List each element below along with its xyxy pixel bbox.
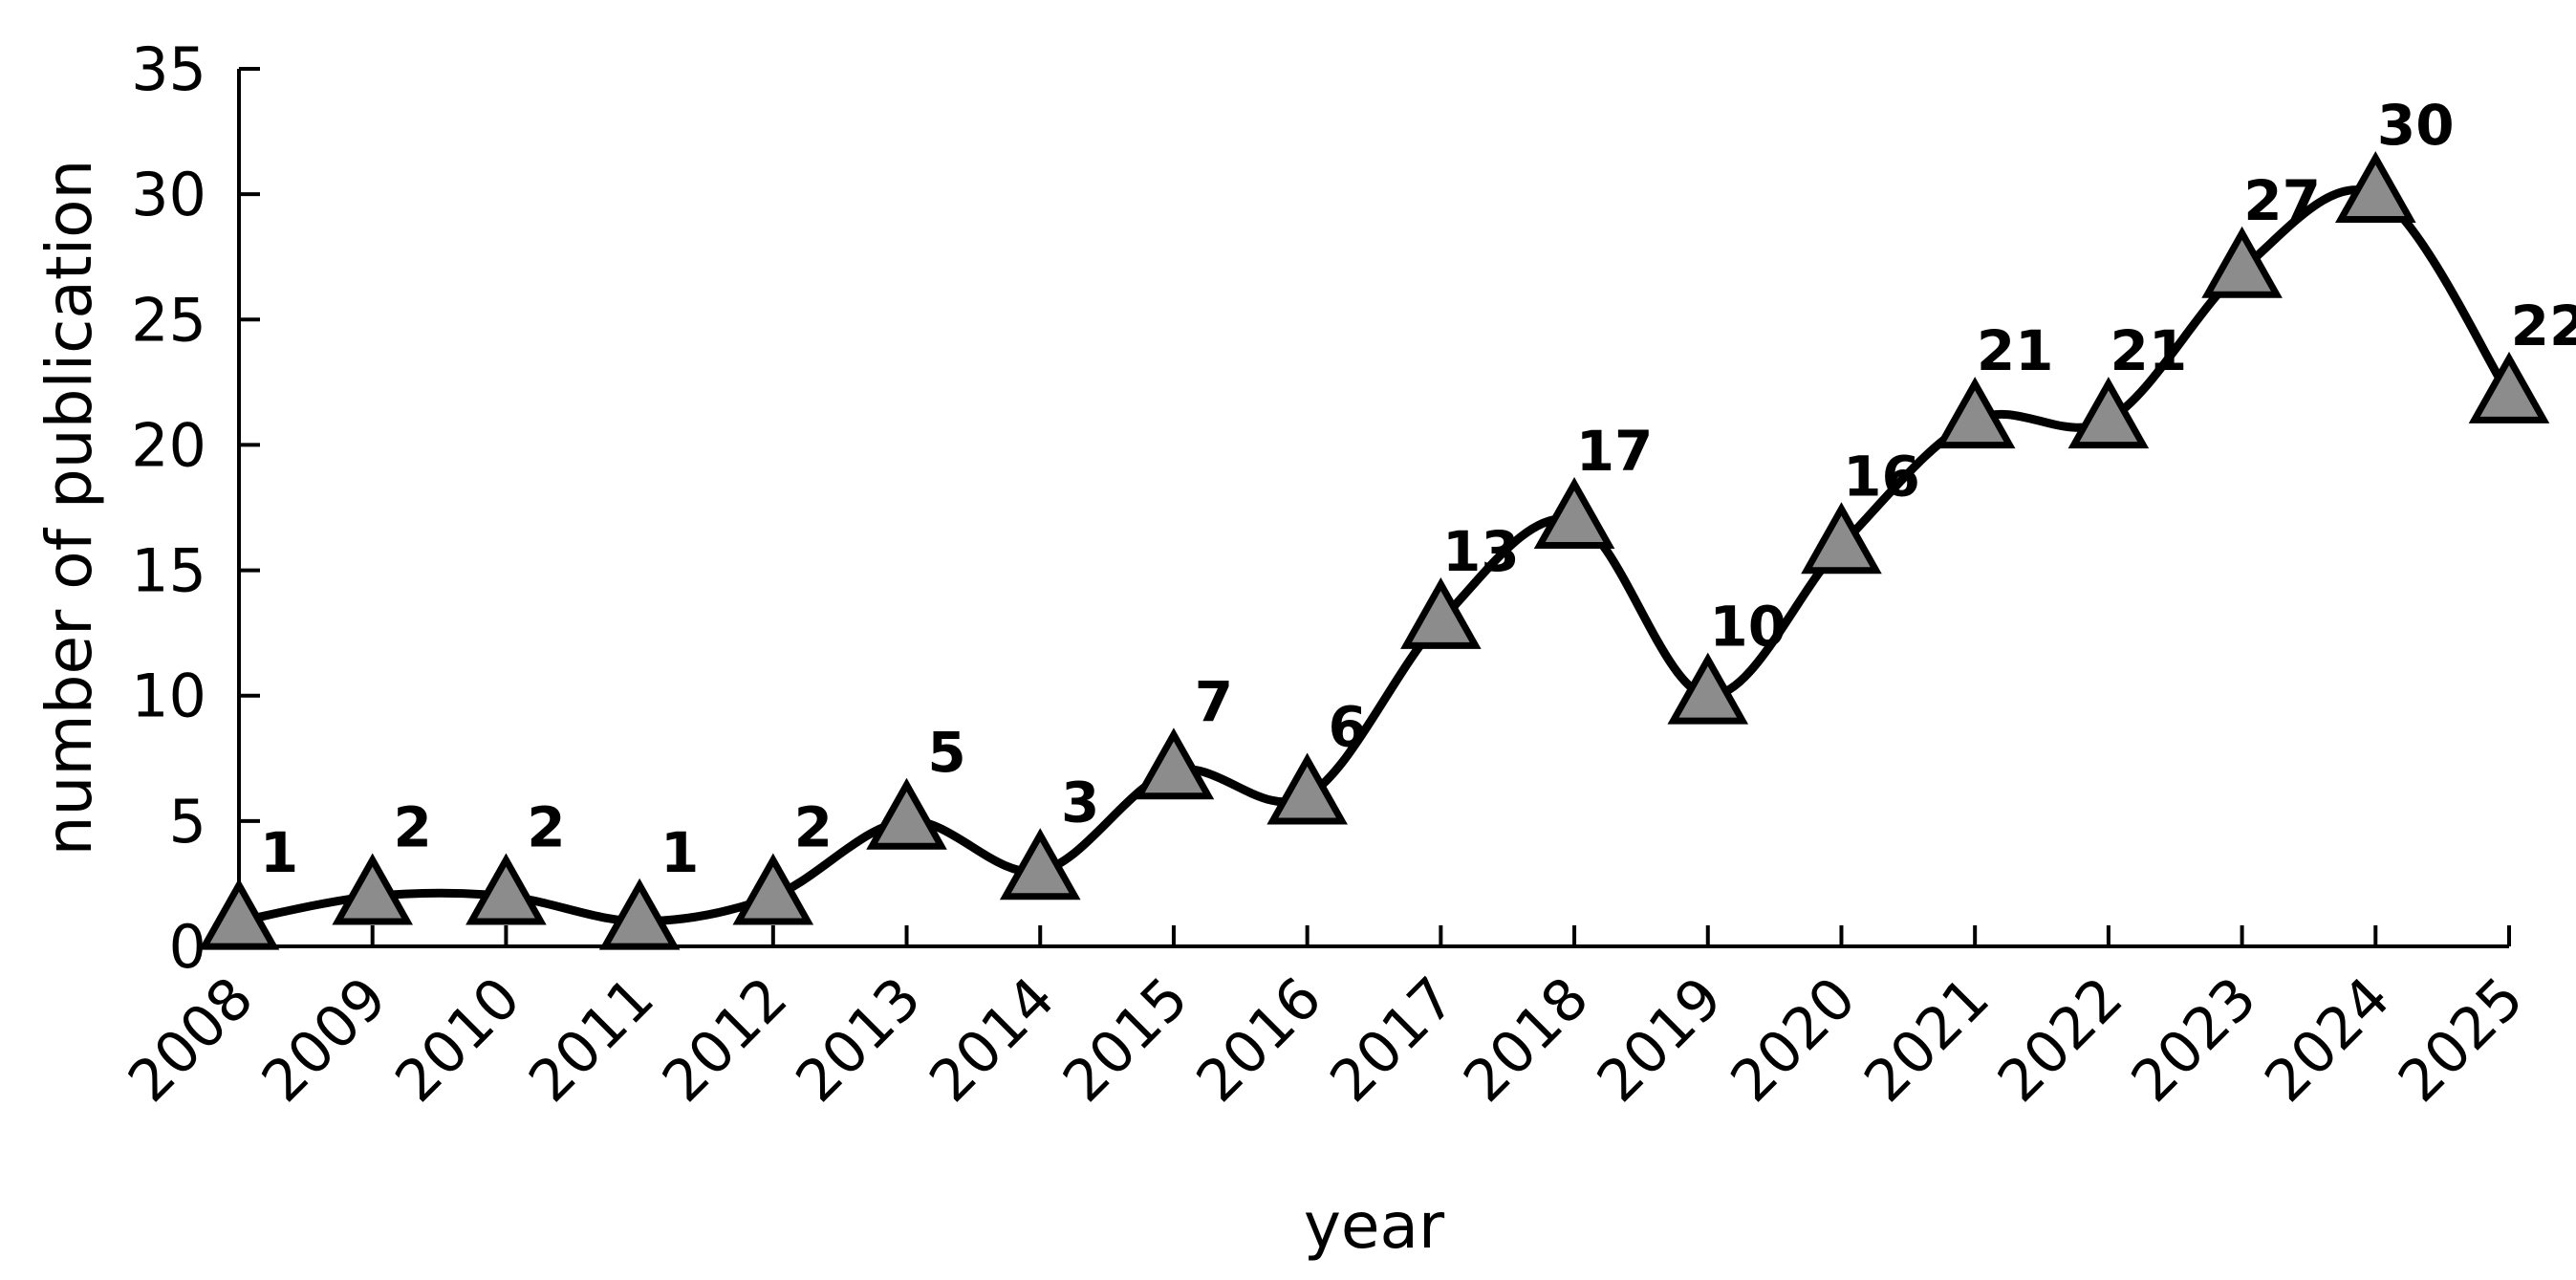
data-value-label: 16 [1843, 444, 1920, 509]
data-value-label: 17 [1576, 419, 1654, 484]
data-value-label: 13 [1442, 519, 1520, 584]
markers-layer [198, 151, 2550, 950]
series-layer [234, 185, 2514, 926]
y-tick-label: 25 [131, 285, 206, 355]
y-axis-title: number of publication [32, 160, 106, 857]
x-axis-title: year [1304, 1189, 1445, 1263]
data-value-label: 2 [394, 795, 432, 860]
y-tick-label: 30 [131, 160, 206, 229]
series-line [234, 185, 2514, 926]
data-value-label: 21 [2111, 318, 2188, 383]
x-tick-label: 2023 [2119, 965, 2269, 1115]
data-point-marker [1667, 652, 1749, 725]
data-point-marker [2067, 377, 2150, 449]
data-value-label: 2 [527, 795, 565, 860]
data-value-label: 3 [1061, 770, 1099, 835]
x-tick-label: 2008 [116, 965, 266, 1115]
axes-layer [237, 69, 2509, 948]
x-ticks: 2008200920102011201220132014201520162017… [116, 925, 2537, 1116]
data-point-marker [1533, 477, 1615, 550]
data-point-marker [999, 828, 1081, 900]
x-tick-label: 2022 [1985, 965, 2135, 1115]
y-tick-label: 0 [169, 912, 206, 982]
data-value-label: 22 [2511, 293, 2576, 358]
data-point-marker [332, 853, 413, 925]
data-value-label: 6 [1328, 695, 1366, 760]
x-tick-label: 2012 [650, 965, 800, 1115]
data-point-marker [198, 878, 280, 950]
data-point-marker [1133, 727, 1215, 800]
data-point-marker [2201, 226, 2283, 298]
data-value-label: 7 [1195, 669, 1233, 734]
y-tick-label: 35 [131, 34, 206, 104]
data-point-marker [465, 853, 547, 925]
data-value-label: 1 [260, 820, 298, 885]
x-tick-label: 2025 [2386, 965, 2536, 1115]
data-value-label: 5 [927, 720, 965, 785]
data-point-marker [2335, 151, 2416, 224]
x-tick-label: 2024 [2252, 965, 2402, 1115]
data-value-label: 21 [1977, 318, 2054, 383]
data-value-label: 2 [794, 795, 833, 860]
x-tick-label: 2009 [249, 965, 400, 1115]
x-tick-label: 2015 [1050, 965, 1201, 1115]
y-tick-label: 10 [131, 662, 206, 731]
data-value-label: 27 [2243, 168, 2321, 233]
data-point-marker [1801, 502, 1882, 575]
x-tick-label: 2010 [383, 965, 533, 1115]
data-value-label: 1 [660, 820, 699, 885]
data-point-marker [2468, 351, 2550, 423]
x-tick-label: 2017 [1317, 965, 1467, 1115]
x-tick-label: 2020 [1719, 965, 1869, 1115]
y-tick-label: 5 [169, 787, 206, 857]
x-tick-label: 2018 [1451, 965, 1601, 1115]
x-tick-label: 2011 [516, 965, 666, 1115]
x-tick-label: 2016 [1184, 965, 1334, 1115]
data-point-marker [1934, 377, 2016, 449]
data-point-marker [866, 777, 947, 850]
x-tick-label: 2014 [917, 965, 1067, 1115]
data-point-marker [1400, 576, 1482, 649]
x-tick-label: 2021 [1851, 965, 2002, 1115]
data-point-marker [1266, 752, 1348, 825]
x-tick-label: 2013 [784, 965, 934, 1115]
y-tick-label: 15 [131, 536, 206, 606]
data-value-label: 30 [2377, 93, 2455, 158]
data-value-label: 10 [1709, 595, 1786, 660]
y-tick-label: 20 [131, 410, 206, 480]
data-point-marker [598, 878, 681, 950]
y-ticks: 0 5 10 15 20 25 30 35 [131, 34, 260, 982]
data-point-marker [732, 853, 814, 925]
x-tick-label: 2019 [1585, 965, 1735, 1115]
